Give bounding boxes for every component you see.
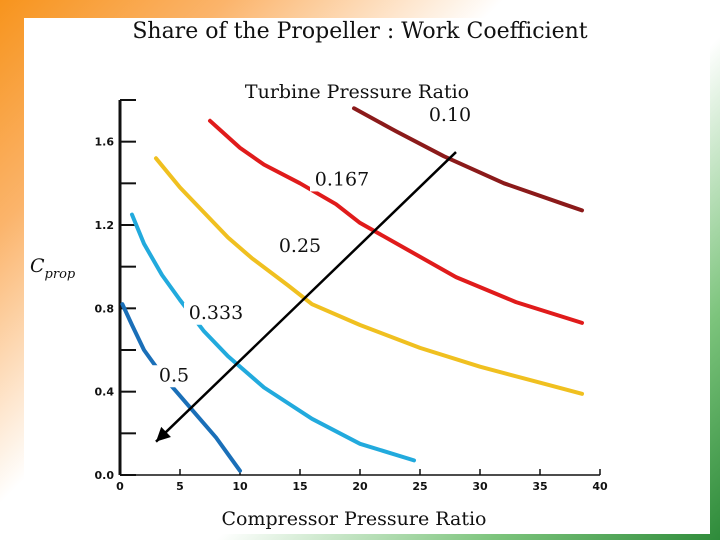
series-line-0-25 (154, 156, 584, 396)
slide: Share of the Propeller : Work Coefficien… (24, 18, 710, 534)
series-line-0-167 (208, 118, 584, 325)
series-labels: 0.10 0.167 0.25 0.333 0.5 (142, 104, 482, 388)
x-tick-label: 35 (532, 480, 547, 493)
chart-title: Share of the Propeller : Work Coefficien… (132, 19, 587, 44)
x-tick-label: 15 (292, 480, 307, 493)
y-tick-label: 0.8 (95, 302, 115, 315)
series-line-0-333 (130, 212, 416, 463)
work-coefficient-chart: Share of the Propeller : Work Coefficien… (30, 19, 608, 530)
x-tick-label: 10 (232, 480, 248, 493)
y-tick-label: 0.4 (95, 386, 115, 399)
y-axis-label: Cprop (30, 255, 76, 282)
series-label: 0.10 (429, 104, 471, 126)
x-tick-label: 20 (352, 480, 368, 493)
series-line-0-5 (120, 302, 242, 473)
chart-subtitle: Turbine Pressure Ratio (245, 81, 469, 103)
series-line-0-10 (352, 106, 584, 213)
series-label-backdrop (418, 104, 482, 127)
x-tick-label: 25 (412, 480, 427, 493)
series-label-backdrop (268, 236, 332, 259)
series-label: 0.167 (315, 168, 369, 190)
x-axis-label: Compressor Pressure Ratio (222, 508, 487, 530)
y-tick-label: 1.2 (95, 219, 115, 232)
trend-arrow (155, 151, 457, 443)
series-label-backdrop (142, 365, 206, 388)
series-label: 0.333 (189, 302, 243, 324)
y-tick-label: 1.6 (95, 136, 115, 149)
y-axis-label-sub: prop (45, 267, 76, 282)
series-label-backdrop (310, 169, 374, 192)
x-tick-label: 30 (472, 480, 488, 493)
trend-arrow-shaft (155, 151, 457, 443)
x-tick-label: 5 (176, 480, 184, 493)
series-label-backdrop (184, 302, 248, 325)
y-axis-label-main: C (30, 255, 45, 277)
trend-arrow-head (156, 426, 171, 442)
x-tick-label: 40 (592, 480, 608, 493)
series-label: 0.25 (279, 235, 321, 257)
series-label: 0.5 (159, 364, 189, 386)
series-group (120, 106, 584, 473)
y-tick-label: 0.0 (95, 469, 115, 482)
axes: 0.0 0.4 0.8 1.2 1.6 0 5 10 15 20 25 30 35 40 (95, 99, 608, 493)
x-tick-label: 0 (116, 480, 124, 493)
